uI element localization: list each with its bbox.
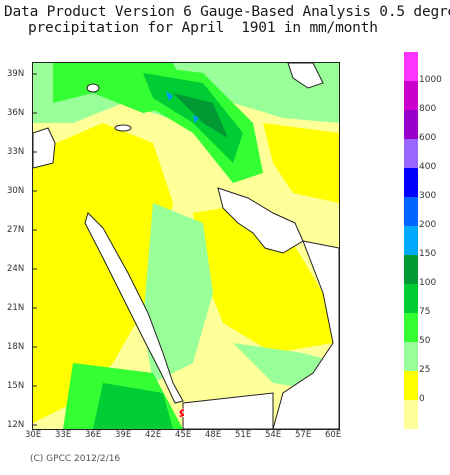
lon-label: 39E: [115, 430, 132, 440]
lon-label: 60E: [325, 430, 342, 440]
legend-label: 25: [419, 365, 431, 375]
persian-gulf: [217, 187, 304, 254]
lon-label: 36E: [85, 430, 102, 440]
watermark-logo: خط الاستواء: [178, 402, 184, 424]
lat-label: 18N: [7, 342, 25, 352]
lake-2: [114, 124, 132, 132]
legend-label: 100: [419, 278, 437, 288]
legend-swatch: [404, 284, 418, 313]
svg-text:خط الاستواء: خط الاستواء: [178, 402, 184, 423]
legend-swatch: [404, 197, 418, 226]
map-title: Data Product Version 6 Gauge-Based Analy…: [4, 4, 450, 36]
legend-swatch: [404, 255, 418, 284]
gulf-of-aden: [182, 392, 274, 429]
lat-label: 15N: [7, 381, 25, 391]
lat-label: 12N: [7, 420, 25, 430]
title-line-1: Data Product Version 6 Gauge-Based Analy…: [4, 4, 450, 20]
lat-label: 39N: [7, 69, 25, 79]
lat-label: 24N: [7, 264, 25, 274]
lon-label: 54E: [265, 430, 282, 440]
color-legend: [404, 52, 418, 458]
mediterranean-sea: [33, 127, 56, 169]
legend-swatch: [404, 342, 418, 371]
legend-swatch: [404, 371, 418, 400]
lon-label: 30E: [25, 430, 42, 440]
lat-label: 21N: [7, 303, 25, 313]
lat-label: 33N: [7, 147, 25, 157]
legend-swatch: [404, 110, 418, 139]
legend-label: 400: [419, 162, 437, 172]
legend-label: 150: [419, 249, 437, 259]
desert-east: [193, 203, 333, 353]
legend-label: 50: [419, 336, 431, 346]
green-central: [143, 203, 213, 383]
legend-label: 200: [419, 220, 437, 230]
legend-swatch: [404, 168, 418, 197]
desert-iran: [263, 123, 339, 203]
title-line-2: precipitation for April 1901 in mm/month: [28, 20, 378, 36]
legend-label: 1000: [419, 75, 442, 85]
lon-label: 51E: [235, 430, 252, 440]
map-svg: [33, 63, 339, 429]
red-sea: [84, 212, 184, 404]
green-very-high: [173, 93, 228, 138]
lat-label: 30N: [7, 186, 25, 196]
lon-label: 42E: [145, 430, 162, 440]
lon-label: 48E: [205, 430, 222, 440]
legend-swatch: [404, 226, 418, 255]
legend-label: 300: [419, 191, 437, 201]
legend-swatch: [404, 81, 418, 110]
credit-text: (C) GPCC 2012/2/16: [30, 454, 121, 464]
peak-1: [166, 91, 173, 101]
legend-label: 600: [419, 133, 437, 143]
legend-label: 75: [419, 307, 431, 317]
legend-swatch: [404, 139, 418, 168]
caspian-sea: [287, 63, 324, 89]
legend-swatch: [404, 313, 418, 342]
lat-label: 36N: [7, 108, 25, 118]
green-high-yemen: [93, 383, 173, 429]
arabian-sea: [272, 240, 339, 429]
legend-label: 800: [419, 104, 437, 114]
legend-swatch: [404, 52, 418, 81]
peak-2: [193, 115, 199, 123]
desert-west: [33, 123, 173, 423]
lon-label: 57E: [295, 430, 312, 440]
lat-label: 27N: [7, 225, 25, 235]
lon-label: 45E: [175, 430, 192, 440]
legend-label: 0: [419, 394, 425, 404]
legend-swatch: [404, 400, 418, 429]
lake-1: [86, 83, 100, 93]
lon-label: 33E: [55, 430, 72, 440]
precipitation-map: [32, 62, 340, 430]
